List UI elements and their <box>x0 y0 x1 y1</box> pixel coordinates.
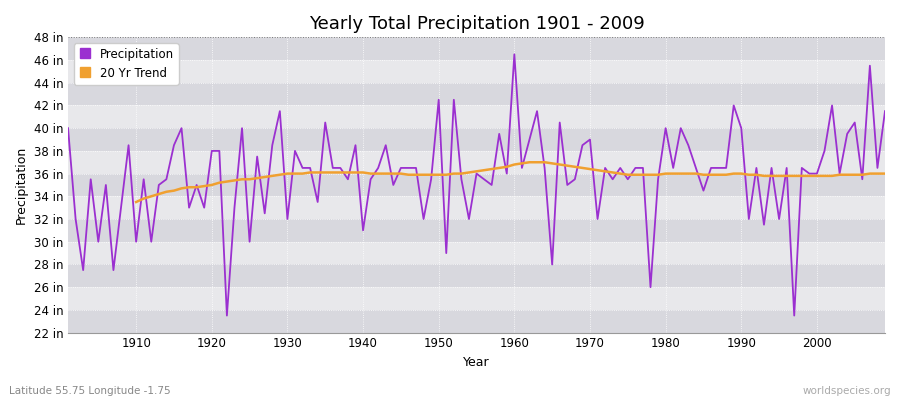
Bar <box>68 106 885 128</box>
Bar <box>68 151 885 174</box>
Bar <box>68 174 885 196</box>
Text: Latitude 55.75 Longitude -1.75: Latitude 55.75 Longitude -1.75 <box>9 386 171 396</box>
Text: worldspecies.org: worldspecies.org <box>803 386 891 396</box>
Bar <box>68 60 885 83</box>
Bar <box>68 264 885 287</box>
Bar <box>68 287 885 310</box>
Bar <box>68 242 885 264</box>
X-axis label: Year: Year <box>464 356 490 369</box>
Bar <box>68 219 885 242</box>
Bar <box>68 37 885 60</box>
Legend: Precipitation, 20 Yr Trend: Precipitation, 20 Yr Trend <box>74 43 179 84</box>
Bar <box>68 128 885 151</box>
Title: Yearly Total Precipitation 1901 - 2009: Yearly Total Precipitation 1901 - 2009 <box>309 15 644 33</box>
Bar <box>68 310 885 332</box>
Bar <box>68 83 885 106</box>
Bar <box>68 196 885 219</box>
Y-axis label: Precipitation: Precipitation <box>15 146 28 224</box>
